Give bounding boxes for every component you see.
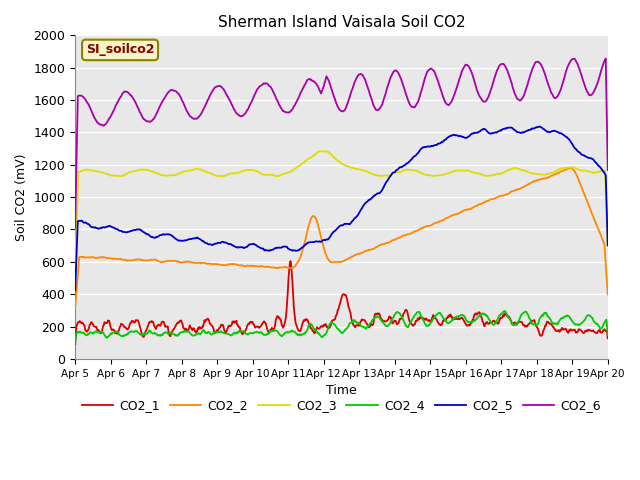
CO2_1: [531, 317, 538, 323]
CO2_6: [476, 93, 483, 98]
CO2_2: [476, 202, 483, 207]
CO2_4: [476, 313, 483, 319]
CO2_5: [476, 129, 483, 134]
CO2_1: [104, 318, 111, 324]
CO2_3: [381, 172, 389, 178]
CO2_4: [381, 322, 388, 327]
CO2_2: [567, 165, 575, 171]
CO2_4: [104, 334, 111, 340]
CO2_4: [411, 312, 419, 318]
CO2_1: [412, 321, 419, 326]
CO2_1: [71, 341, 79, 347]
CO2_5: [381, 182, 388, 188]
CO2_6: [104, 118, 111, 124]
CO2_1: [476, 310, 484, 315]
Line: CO2_4: CO2_4: [75, 311, 608, 342]
CO2_3: [412, 168, 419, 173]
CO2_6: [395, 71, 403, 76]
CO2_3: [318, 148, 326, 154]
Title: Sherman Island Vaisala Soil CO2: Sherman Island Vaisala Soil CO2: [218, 15, 465, 30]
CO2_2: [411, 228, 419, 234]
CO2_1: [604, 336, 612, 341]
Y-axis label: Soil CO2 (mV): Soil CO2 (mV): [15, 154, 28, 241]
CO2_4: [501, 308, 509, 314]
CO2_5: [395, 166, 403, 172]
CO2_2: [71, 305, 79, 311]
CO2_6: [602, 56, 609, 61]
CO2_3: [104, 171, 111, 177]
CO2_3: [396, 169, 403, 175]
Line: CO2_1: CO2_1: [75, 261, 608, 344]
CO2_1: [287, 258, 294, 264]
CO2_6: [411, 104, 419, 110]
CO2_3: [71, 263, 79, 269]
Legend: CO2_1, CO2_2, CO2_3, CO2_4, CO2_5, CO2_6: CO2_1, CO2_2, CO2_3, CO2_4, CO2_5, CO2_6: [77, 395, 606, 418]
CO2_2: [530, 179, 538, 184]
Line: CO2_2: CO2_2: [75, 168, 608, 308]
CO2_2: [104, 255, 111, 261]
CO2_5: [530, 125, 538, 131]
CO2_3: [476, 171, 484, 177]
CO2_4: [604, 332, 612, 338]
CO2_4: [71, 339, 79, 345]
CO2_5: [104, 224, 111, 229]
Line: CO2_5: CO2_5: [75, 127, 608, 290]
CO2_5: [411, 153, 419, 159]
CO2_6: [381, 95, 388, 100]
CO2_1: [396, 319, 403, 324]
CO2_1: [381, 319, 389, 324]
Text: SI_soilco2: SI_soilco2: [86, 43, 154, 57]
CO2_5: [71, 288, 79, 293]
CO2_6: [71, 225, 79, 230]
CO2_5: [604, 242, 612, 248]
Line: CO2_6: CO2_6: [75, 59, 608, 228]
CO2_2: [395, 235, 403, 241]
CO2_2: [381, 241, 388, 247]
CO2_4: [531, 321, 538, 326]
CO2_3: [531, 171, 538, 177]
CO2_5: [536, 124, 543, 130]
CO2_6: [530, 63, 538, 69]
Line: CO2_3: CO2_3: [75, 151, 608, 266]
CO2_4: [395, 310, 403, 315]
X-axis label: Time: Time: [326, 384, 357, 397]
CO2_6: [604, 167, 612, 173]
CO2_2: [604, 291, 612, 297]
CO2_3: [604, 243, 612, 249]
